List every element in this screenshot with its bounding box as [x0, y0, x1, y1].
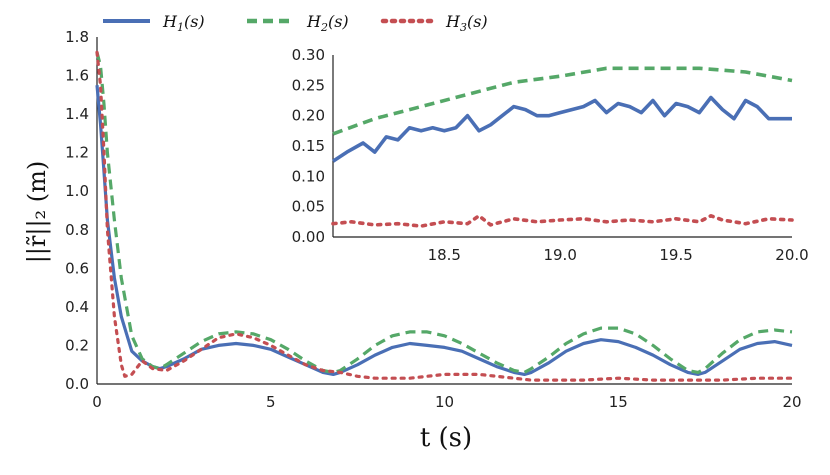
inset-y-tick-label: 0.10	[292, 167, 325, 185]
main-x-tick-label: 5	[266, 393, 276, 411]
y-axis-title: ||r̃||₂ (m)	[23, 161, 52, 264]
main-series-line-h2	[95, 51, 793, 374]
inset-x-tick-label: 20.0	[775, 246, 808, 264]
inset-y-tick-label: 0.00	[292, 228, 325, 246]
main-y-tick-label: 0.8	[65, 221, 89, 239]
main-y-tick-label: 1.0	[65, 182, 89, 200]
inset-x-tick-label: 18.5	[428, 246, 461, 264]
inset-y-tick-label: 0.30	[292, 46, 325, 64]
x-axis-title: t (s)	[420, 423, 472, 453]
legend-label-h1: H1(s)	[162, 12, 205, 34]
main-y-tick-label: 1.2	[65, 144, 89, 162]
inset-x-tick-label: 19.5	[659, 246, 692, 264]
main-x-tick-label: 20	[782, 393, 801, 411]
inset-x-tick-label: 19.0	[543, 246, 576, 264]
main-x-tick-label: 15	[609, 393, 628, 411]
inset-series-line-h3	[331, 214, 794, 228]
main-y-tick-label: 1.4	[65, 105, 89, 123]
inset-background	[280, 45, 800, 263]
main-y-tick-label: 0.4	[65, 298, 89, 316]
legend-label-h2: H2(s)	[306, 12, 349, 34]
main-series-line-h3	[95, 50, 794, 382]
main-y-tick-label: 0.6	[65, 259, 89, 277]
inset-y-tick-label: 0.05	[292, 198, 325, 216]
legend: H1(s) H2(s) H3(s)	[103, 12, 488, 34]
inset-y-tick-label: 0.15	[292, 137, 325, 155]
inset-plot: 0.00 0.05 0.10 0.15 0.20 0.25 0.30 18.5 19.0 19.5…	[292, 46, 809, 264]
main-y-tick-label: 0.2	[65, 336, 89, 354]
main-y-tick-label: 0.0	[65, 375, 89, 393]
main-y-tick-label: 1.6	[65, 67, 89, 85]
main-y-tick-label: 1.8	[65, 28, 89, 46]
main-x-tick-label: 10	[435, 393, 454, 411]
inset-y-tick-label: 0.25	[292, 76, 325, 94]
main-x-tick-label: 0	[92, 393, 102, 411]
inset-series-line-h2	[332, 66, 793, 136]
inset-series-line-h1	[332, 95, 792, 163]
legend-label-h3: H3(s)	[445, 12, 488, 34]
inset-y-tick-label: 0.20	[292, 107, 325, 125]
main-plot: 0.0 0.2 0.4 0.6 0.8 1.0 1.2 1.4 1.6 1.8 0 5 10 15 20	[65, 28, 801, 411]
